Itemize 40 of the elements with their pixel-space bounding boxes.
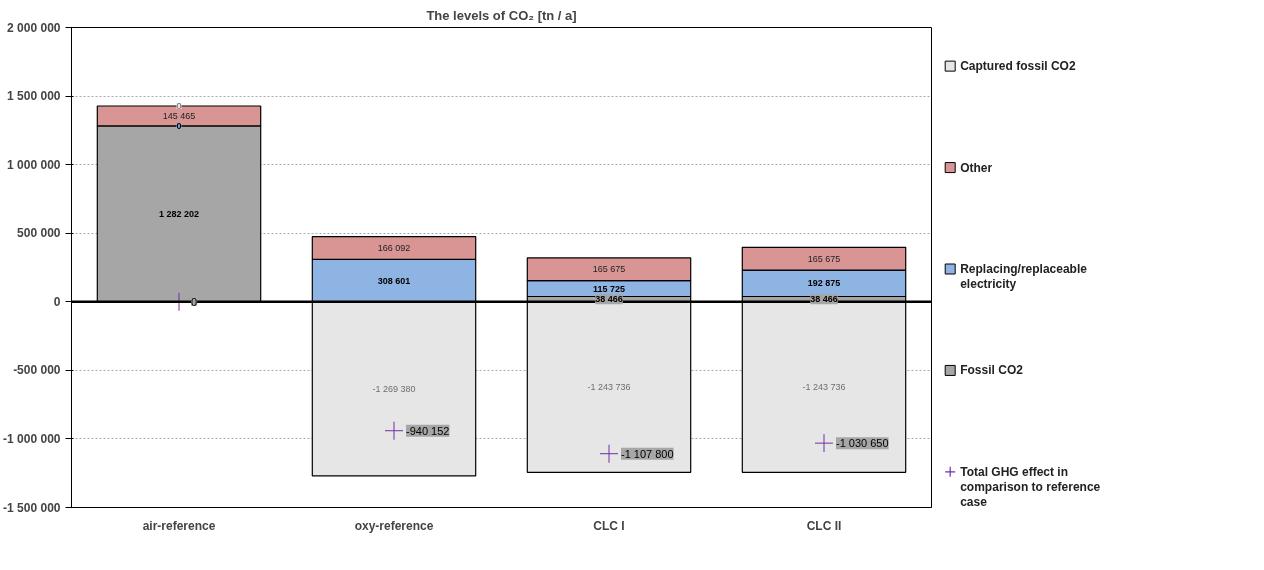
y-tick-label: -1 000 000 [3, 431, 61, 446]
data-label: -1 030 650 [836, 437, 889, 450]
x-tick-label: oxy-reference [354, 518, 434, 533]
y-tick-label: -500 000 [13, 363, 61, 378]
y-tick-label: 1 000 000 [7, 157, 61, 172]
legend-label: Other [960, 160, 993, 175]
y-tick-label: -1 500 000 [3, 500, 61, 515]
data-label: -1 269 380 [372, 383, 416, 394]
data-label: 1 282 202 [158, 208, 200, 219]
data-label: 38 466 [595, 294, 623, 305]
data-label: 115 725 [592, 283, 626, 294]
data-label: 0 [176, 120, 182, 131]
data-label: 0 [191, 295, 198, 308]
data-label: 145 465 [162, 110, 196, 121]
data-label: 192 875 [807, 278, 841, 289]
data-label: -940 152 [406, 424, 450, 437]
data-label: 165 675 [592, 264, 626, 275]
point [384, 421, 404, 441]
chart-title: The levels of CO₂ [tn / a] [426, 7, 577, 23]
data-label: -1 243 736 [587, 382, 631, 393]
point [599, 444, 619, 464]
x-tick-label: CLC I [593, 518, 625, 533]
legend-label: Total GHG effect in comparison to reference case [960, 464, 1101, 509]
legend-label: Fossil CO2 [960, 363, 1024, 378]
data-label: -1 243 736 [802, 382, 846, 393]
data-label: 0 [176, 100, 182, 111]
y-tick-label: 500 000 [17, 226, 61, 241]
y-tick-label: 0 [53, 294, 61, 309]
x-tick-label: air-reference [142, 518, 216, 533]
legend-label: Captured fossil CO2 [960, 59, 1076, 74]
data-label: 38 466 [810, 294, 838, 305]
y-tick-label: 2 000 000 [7, 20, 61, 35]
x-tick-label: CLC II [806, 518, 842, 533]
point [814, 433, 834, 453]
data-label: 308 601 [377, 275, 411, 286]
y-tick-label: 1 500 000 [7, 89, 61, 104]
data-label: -1 107 800 [621, 447, 674, 460]
legend-label: Replacing/replaceable electricity [960, 262, 1088, 291]
data-label: 166 092 [377, 243, 411, 254]
data-label: 165 675 [807, 253, 841, 264]
